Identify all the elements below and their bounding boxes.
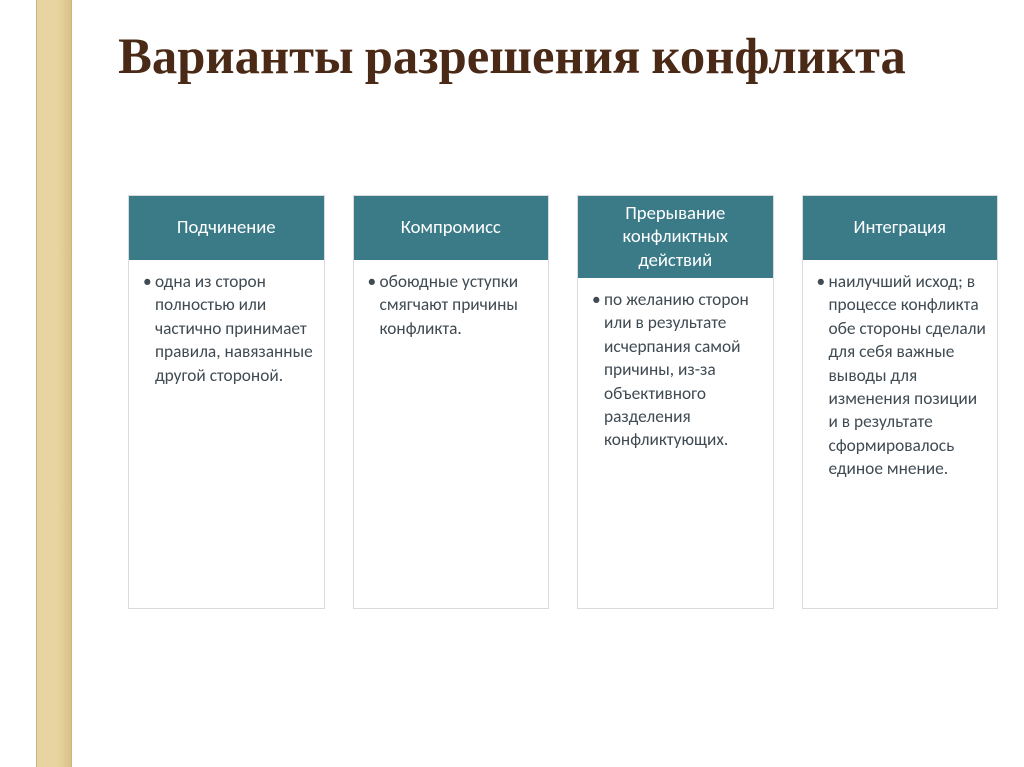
decorative-side-band [36,0,72,767]
card-integration: Интеграция наилучший исход; в процессе к… [802,195,999,609]
card-header: Подчинение [129,196,324,260]
card-bullet: одна из сторон полностью или частично пр… [141,270,314,387]
card-body: по желанию сторон или в результате исчер… [578,278,773,608]
card-subordination: Подчинение одна из сторон полностью или … [128,195,325,609]
card-body: обоюдные уступки смягчают причины конфли… [354,260,549,608]
card-bullet: наилучший исход; в процессе конфликта об… [815,270,988,481]
card-header: Прерывание конфликтных действий [578,196,773,278]
cards-row: Подчинение одна из сторон полностью или … [128,195,998,609]
card-interruption: Прерывание конфликтных действий по желан… [577,195,774,609]
card-body: наилучший исход; в процессе конфликта об… [803,260,998,608]
card-body: одна из сторон полностью или частично пр… [129,260,324,608]
card-header: Интеграция [803,196,998,260]
card-bullet: по желанию сторон или в результате исчер… [590,288,763,452]
card-compromise: Компромисс обоюдные уступки смягчают при… [353,195,550,609]
card-bullet: обоюдные уступки смягчают причины конфли… [366,270,539,340]
card-header: Компромисс [354,196,549,260]
slide-title: Варианты разрешения конфликта [0,28,1024,86]
